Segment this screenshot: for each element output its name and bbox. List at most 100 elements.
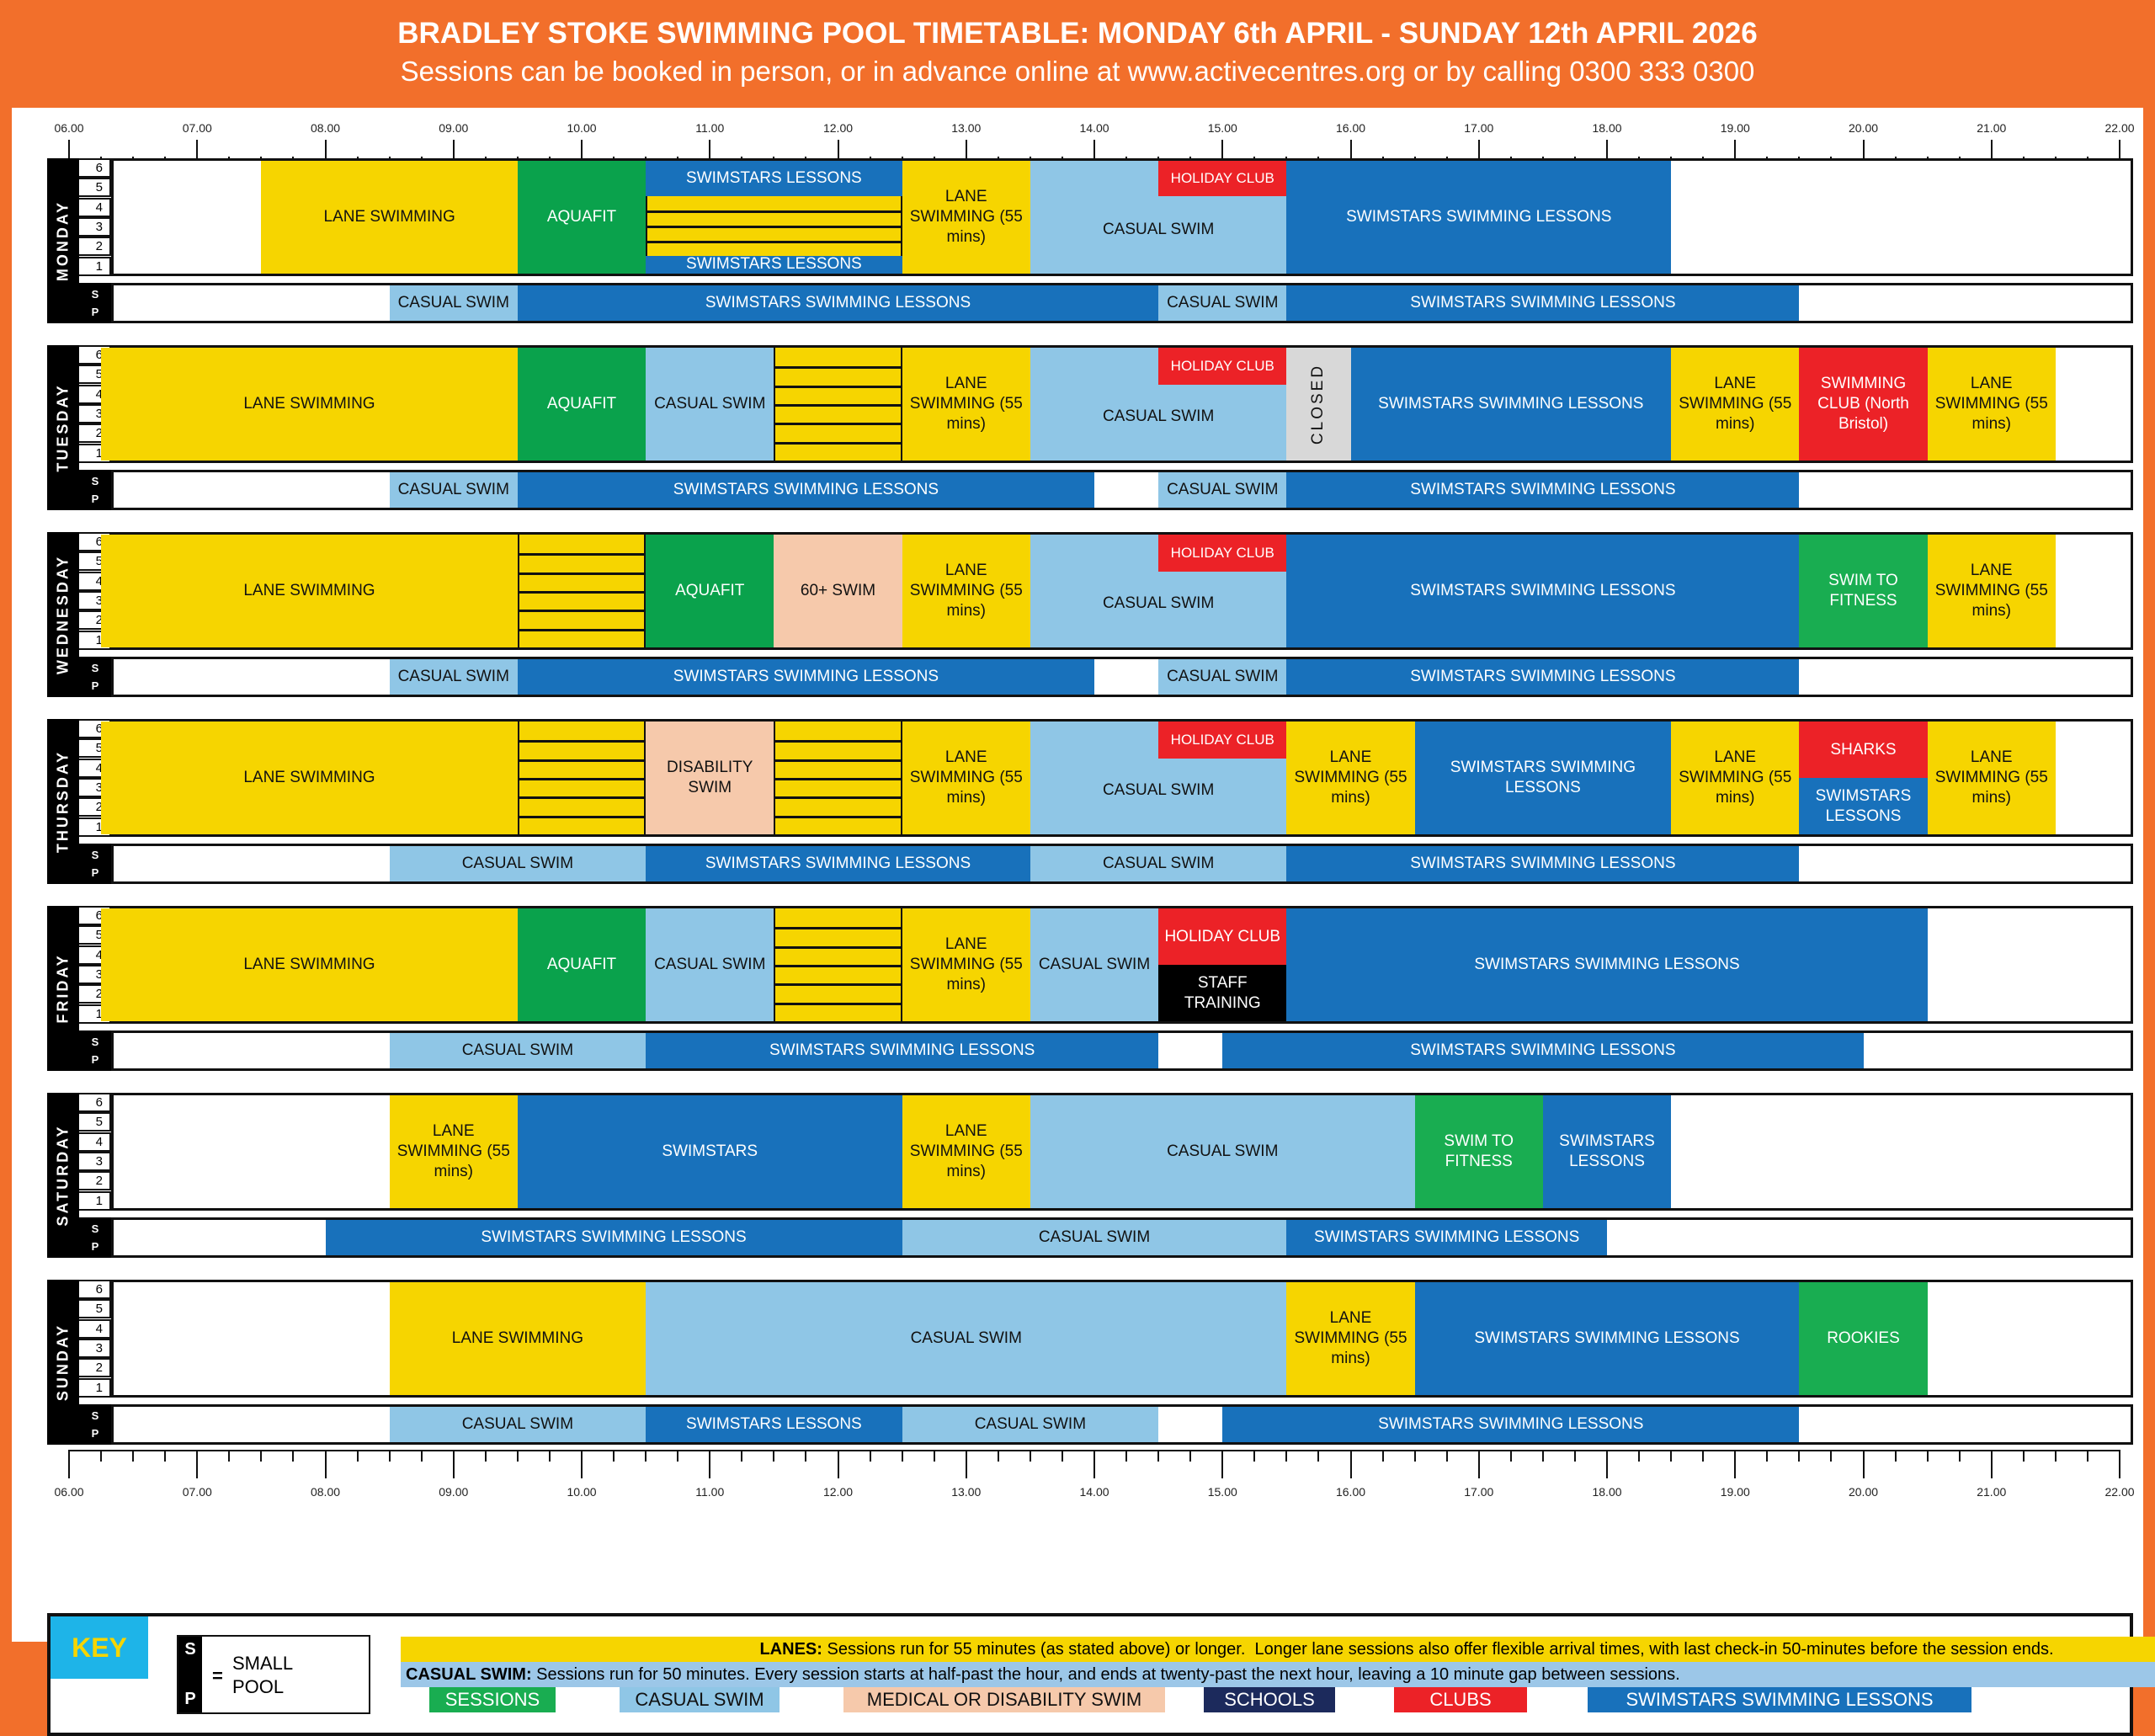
session-block[interactable]: SWIM TO FITNESS <box>1414 1095 1543 1208</box>
lane-split-block[interactable] <box>646 195 902 256</box>
session-block[interactable]: LANE SWIMMING (55 mins) <box>1927 722 2056 834</box>
main-pool-row: LANE SWIMMING AQUAFIT CASUAL SWIM LANE SWIM… <box>101 906 2133 1024</box>
session-block[interactable]: HOLIDAY CLUB <box>1158 908 1287 965</box>
lane-number: 2 <box>79 1358 111 1378</box>
session-block[interactable]: LANE SWIMMING <box>101 722 518 834</box>
session-block[interactable]: CLOSED <box>1286 348 1351 461</box>
session-block[interactable]: AQUAFIT <box>517 348 646 461</box>
session-block[interactable]: LANE SWIMMING (55 mins) <box>902 1095 1030 1208</box>
session-block[interactable]: SWIMSTARS SWIMMING LESSONS <box>1414 722 1672 834</box>
lane-split-block[interactable] <box>517 722 646 834</box>
session-block[interactable]: LANE SWIMMING (55 mins) <box>1286 1282 1415 1395</box>
session-block[interactable]: CASUAL SWIM <box>1158 285 1287 321</box>
session-block[interactable]: SWIMSTARS SWIMMING LESSONS <box>1286 535 1800 647</box>
session-block[interactable]: LANE SWIMMING (55 mins) <box>389 1095 518 1208</box>
session-block[interactable]: LANE SWIMMING <box>261 161 518 274</box>
session-block[interactable]: AQUAFIT <box>517 161 646 274</box>
session-block[interactable]: SWIMSTARS SWIMMING LESSONS <box>1350 348 1672 461</box>
session-block[interactable]: CASUAL SWIM <box>389 472 518 508</box>
session-label: CASUAL SWIM <box>910 1329 1022 1347</box>
session-block[interactable]: CASUAL SWIM <box>1030 908 1159 1021</box>
session-block[interactable]: LANE SWIMMING (55 mins) <box>1927 348 2056 461</box>
session-block[interactable]: CASUAL SWIM <box>646 908 774 1021</box>
session-block[interactable]: SWIMSTARS LESSONS <box>646 255 902 274</box>
lane-split-block[interactable] <box>774 722 902 834</box>
session-block[interactable]: SWIMSTARS SWIMMING LESSONS <box>646 1033 1159 1068</box>
session-block[interactable]: HOLIDAY CLUB <box>1158 722 1287 759</box>
time-label: 13.00 <box>951 121 982 135</box>
session-block[interactable]: LANE SWIMMING (55 mins) <box>1286 722 1415 834</box>
session-block[interactable]: CASUAL SWIM <box>1030 846 1287 881</box>
session-block[interactable]: CASUAL SWIM <box>389 659 518 695</box>
session-block[interactable]: AQUAFIT <box>646 535 774 647</box>
session-block[interactable]: SWIMSTARS SWIMMING LESSONS <box>1286 659 1800 695</box>
axis-tick <box>260 1450 263 1462</box>
session-block[interactable]: HOLIDAY CLUB <box>1158 161 1287 196</box>
session-block[interactable]: SWIMSTARS SWIMMING LESSONS <box>517 472 1094 508</box>
session-block[interactable]: SWIMSTARS SWIMMING LESSONS <box>517 285 1159 321</box>
session-block[interactable]: CASUAL SWIM <box>1158 659 1287 695</box>
time-label: 07.00 <box>182 1485 212 1499</box>
session-block[interactable]: SWIMSTARS SWIMMING LESSONS <box>1286 472 1800 508</box>
axis-tick <box>1125 1450 1128 1462</box>
session-block[interactable]: LANE SWIMMING <box>101 348 518 461</box>
session-label: LANE SWIMMING (55 mins) <box>396 1122 510 1180</box>
session-block[interactable]: SWIMSTARS LESSONS <box>1799 778 1928 834</box>
session-block[interactable]: 60+ SWIM <box>774 535 902 647</box>
session-block[interactable]: LANE SWIMMING (55 mins) <box>1671 722 1800 834</box>
sp-meaning-small: SMALL <box>232 1653 294 1674</box>
session-block[interactable]: SWIMSTARS SWIMMING LESSONS <box>517 659 1094 695</box>
session-block[interactable]: LANE SWIMMING <box>389 1282 646 1395</box>
session-block[interactable]: SWIM TO FITNESS <box>1799 535 1928 647</box>
session-block[interactable]: CASUAL SWIM <box>646 348 774 461</box>
session-block[interactable]: SWIMSTARS SWIMMING LESSONS <box>1286 1220 1607 1255</box>
session-block[interactable]: LANE SWIMMING (55 mins) <box>902 161 1030 274</box>
lane-split-block[interactable] <box>517 535 646 647</box>
session-block[interactable]: SWIMSTARS LESSONS <box>646 1407 902 1442</box>
session-block[interactable]: SHARKS <box>1799 722 1928 778</box>
session-block[interactable]: SWIMSTARS SWIMMING LESSONS <box>1222 1407 1800 1442</box>
session-block[interactable]: STAFF TRAINING <box>1158 965 1287 1021</box>
session-block[interactable]: ROOKIES <box>1799 1282 1928 1395</box>
session-block[interactable]: LANE SWIMMING (55 mins) <box>1927 535 2056 647</box>
session-block[interactable]: LANE SWIMMING (55 mins) <box>902 908 1030 1021</box>
session-block[interactable]: CASUAL SWIM <box>389 285 518 321</box>
day-label: SUNDAY <box>47 1280 79 1445</box>
session-block[interactable]: LANE SWIMMING (55 mins) <box>902 348 1030 461</box>
session-block[interactable]: CASUAL SWIM <box>902 1220 1287 1255</box>
session-block[interactable]: SWIMMING CLUB (North Bristol) <box>1799 348 1928 461</box>
session-block[interactable]: CASUAL SWIM <box>902 1407 1159 1442</box>
session-block[interactable]: SWIMSTARS LESSONS <box>1542 1095 1672 1208</box>
session-block[interactable]: LANE SWIMMING (55 mins) <box>902 535 1030 647</box>
session-block[interactable]: SWIMSTARS SWIMMING LESSONS <box>1414 1282 1800 1395</box>
time-label: 10.00 <box>567 1485 597 1499</box>
session-block[interactable]: SWIMSTARS SWIMMING LESSONS <box>1222 1033 1864 1068</box>
session-block[interactable]: CASUAL SWIM <box>389 846 646 881</box>
session-block[interactable]: SWIMSTARS LESSONS <box>646 161 902 196</box>
lane-divider <box>775 778 901 780</box>
session-block[interactable]: CASUAL SWIM <box>389 1407 646 1442</box>
session-block[interactable]: SWIMSTARS SWIMMING LESSONS <box>325 1220 902 1255</box>
session-block[interactable]: SWIMSTARS SWIMMING LESSONS <box>1286 908 1928 1021</box>
session-block[interactable]: SWIMSTARS <box>517 1095 902 1208</box>
session-block[interactable]: AQUAFIT <box>517 908 646 1021</box>
session-block[interactable]: DISABILITY SWIM <box>646 722 774 834</box>
lane-split-block[interactable] <box>774 908 902 1021</box>
session-block[interactable]: LANE SWIMMING (55 mins) <box>1671 348 1800 461</box>
lane-divider <box>519 740 645 743</box>
session-block[interactable]: CASUAL SWIM <box>389 1033 646 1068</box>
session-block[interactable]: CASUAL SWIM <box>1158 472 1287 508</box>
session-block[interactable]: CASUAL SWIM <box>646 1282 1287 1395</box>
session-block[interactable]: LANE SWIMMING <box>101 535 518 647</box>
session-block[interactable]: LANE SWIMMING (55 mins) <box>902 722 1030 834</box>
session-block[interactable]: SWIMSTARS SWIMMING LESSONS <box>1286 846 1800 881</box>
session-block[interactable]: CASUAL SWIM <box>1030 1095 1415 1208</box>
session-block[interactable]: HOLIDAY CLUB <box>1158 535 1287 572</box>
lane-divider <box>775 796 901 800</box>
session-block[interactable]: HOLIDAY CLUB <box>1158 348 1287 386</box>
session-block[interactable]: LANE SWIMMING <box>101 908 518 1021</box>
lane-split-block[interactable] <box>774 348 902 461</box>
session-block[interactable]: SWIMSTARS SWIMMING LESSONS <box>1286 285 1800 321</box>
session-block[interactable]: SWIMSTARS SWIMMING LESSONS <box>646 846 1030 881</box>
session-block[interactable]: SWIMSTARS SWIMMING LESSONS <box>1286 161 1672 274</box>
